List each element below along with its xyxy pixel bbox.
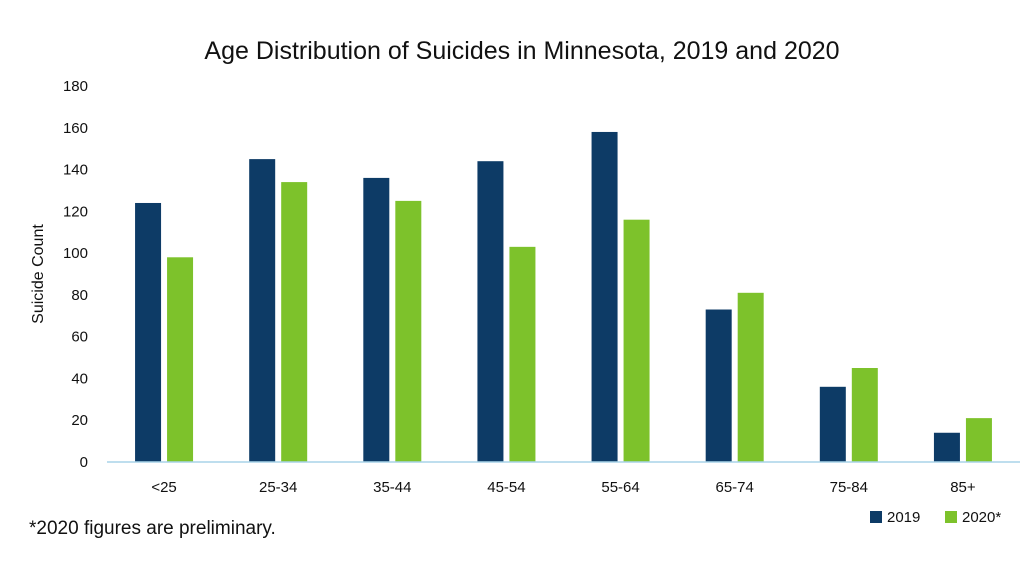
bar-2019-5 (591, 131, 618, 462)
x-tick-label: 65-74 (716, 479, 754, 496)
chart-title: Age Distribution of Suicides in Minnesot… (204, 37, 839, 65)
x-tick-label: 75-84 (830, 479, 868, 496)
legend-label: 2020* (962, 509, 1001, 526)
legend: 2019 2020* (870, 509, 1001, 526)
bar-2020-2 (281, 182, 308, 463)
bar-2020-1 (167, 257, 194, 462)
y-tick-label: 40 (71, 370, 88, 387)
bar-2020-6 (737, 292, 764, 462)
bar-2019-3 (363, 177, 390, 462)
x-axis-ticks: <25 25-34 35-44 45-54 55-64 65-74 75-84 85+ (151, 479, 976, 496)
legend-swatch (945, 511, 957, 523)
bar-2019-8 (933, 432, 960, 462)
y-axis-ticks: 0 20 40 60 80 100 120 140 160 180 (63, 78, 88, 471)
bar-2019-7 (819, 386, 846, 462)
y-tick-label: 80 (71, 287, 88, 304)
y-tick-label: 140 (63, 162, 88, 179)
footnote: *2020 figures are preliminary. (29, 518, 276, 539)
x-tick-label: 35-44 (373, 479, 411, 496)
bar-2019-4 (477, 161, 504, 462)
x-tick-label: 25-34 (259, 479, 297, 496)
y-tick-label: 120 (63, 203, 88, 220)
y-tick-label: 60 (71, 329, 88, 346)
bar-2019-1 (135, 202, 162, 462)
y-tick-label: 160 (63, 120, 88, 137)
bar-2020-5 (623, 219, 650, 462)
x-tick-label: 55-64 (601, 479, 639, 496)
bar-2020-8 (965, 418, 992, 462)
legend-label: 2019 (887, 509, 920, 526)
bar-2019-2 (249, 159, 276, 462)
legend-swatch (870, 511, 882, 523)
x-tick-label: 85+ (950, 479, 976, 496)
bar-2019-6 (705, 309, 732, 462)
bar-2020-4 (509, 246, 536, 462)
x-tick-label: <25 (151, 479, 176, 496)
y-axis-title: Suicide Count (30, 224, 47, 324)
bar-series (135, 131, 992, 463)
bar-2020-7 (851, 368, 878, 462)
bar-2020-3 (395, 200, 422, 462)
y-tick-label: 0 (80, 454, 88, 471)
y-tick-label: 100 (63, 245, 88, 262)
y-tick-label: 20 (71, 412, 88, 429)
x-tick-label: 45-54 (487, 479, 525, 496)
y-tick-label: 180 (63, 78, 88, 95)
